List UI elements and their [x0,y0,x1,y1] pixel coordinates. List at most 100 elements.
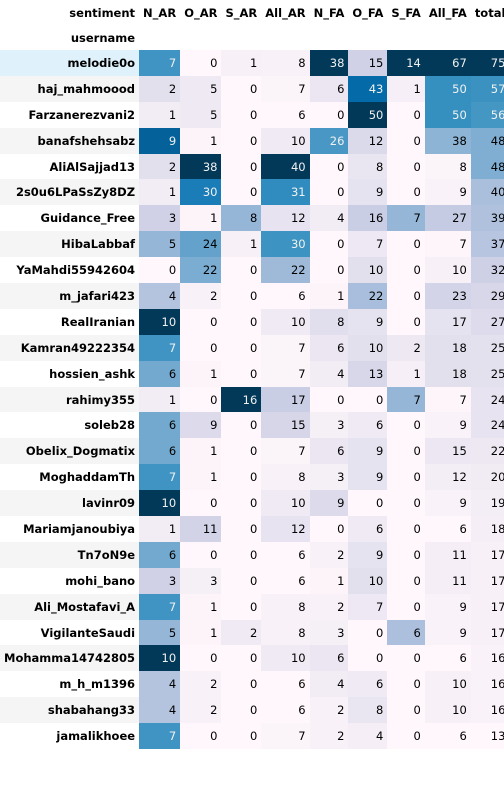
cell-s_ar: 16 [221,386,262,413]
table-row: Tn7oN9e 6 0 0 6 2 9 0 11 17 [0,541,504,568]
cell-all_fa: 9 [424,619,471,646]
column-header-o_ar: O_AR [184,5,218,20]
table-row: jamalikhoee 7 0 0 7 2 4 0 6 13 [0,723,504,750]
cell-s_ar: 0 [221,179,262,206]
table-row: hossien_ashk 6 1 0 7 4 13 1 18 25 [0,360,504,387]
column-header-s_ar: S_AR [225,5,258,20]
cell-s_ar: 0 [221,101,262,128]
row-username: mohi_bano [65,573,136,588]
cell-s_ar: 0 [221,283,262,309]
cell-o_ar: 0 [180,723,222,750]
cell-n_fa: 6 [309,334,349,361]
cell-n_fa: 6 [309,645,349,672]
cell-total: 22 [470,438,504,465]
cell-all_fa: 50 [424,101,471,128]
column-header-n_fa: N_FA [313,5,345,20]
cell-all_ar: 10 [261,490,310,517]
cell-s_ar: 0 [221,593,262,620]
cell-all_fa: 11 [424,541,471,568]
cell-all_ar: 6 [261,541,310,568]
table-row: Obelix_Dogmatix 6 1 0 7 6 9 0 15 22 [0,438,504,465]
cell-s_fa: 0 [387,257,425,284]
cell-s_fa: 0 [387,593,425,620]
cell-s_fa: 0 [387,723,425,750]
cell-o_fa: 9 [348,179,388,206]
table-row: YaMahdi55942604 0 22 0 22 0 10 0 10 32 [0,257,504,284]
table-row: VigilanteSaudi 5 1 2 8 3 0 6 9 17 [0,619,504,646]
cell-n_fa: 4 [309,671,349,698]
cell-n_ar: 10 [139,645,181,672]
cell-all_fa: 6 [424,516,471,542]
cell-s_ar: 0 [221,257,262,284]
cell-all_fa: 67 [424,50,471,76]
cell-o_fa: 10 [348,257,388,284]
cell-s_fa: 0 [387,101,425,128]
cell-total: 17 [470,541,504,568]
cell-n_fa: 1 [309,567,349,594]
cell-total: 25 [470,334,504,361]
cell-all_fa: 9 [424,412,471,439]
cell-o_ar: 0 [180,50,222,76]
cell-s_fa: 0 [387,412,425,439]
cell-s_ar: 0 [221,153,262,180]
cell-o_ar: 1 [180,464,222,491]
row-username: melodie0o [0,50,140,76]
cell-s_ar: 0 [221,127,262,154]
cell-all_ar: 7 [261,360,310,387]
cell-o_ar: 11 [180,516,222,542]
table-row: melodie0o 7 0 1 8 38 15 14 67 75 [0,50,504,76]
cell-s_fa: 14 [387,50,425,76]
cell-n_fa: 8 [309,308,349,335]
cell-s_ar: 0 [221,645,262,672]
table-row: m_jafari423 4 2 0 6 1 22 0 23 29 [0,283,504,309]
row-username: Mariamjanoubiya [23,521,136,536]
cell-s_fa: 0 [387,671,425,698]
cell-n_ar: 2 [139,153,181,180]
cell-total: 29 [470,283,504,309]
cell-n_fa: 4 [309,360,349,387]
cell-total: 17 [470,619,504,646]
row-username: Ali_Mostafavi_A [0,593,140,620]
cell-n_ar: 5 [139,231,181,258]
cell-all_ar: 7 [261,75,310,102]
cell-all_ar: 40 [261,153,310,180]
table-row: RealIranian 10 0 0 10 8 9 0 17 27 [0,308,504,335]
cell-total: 24 [470,412,504,439]
cell-all_fa: 12 [424,464,471,491]
table-row: Ali_Mostafavi_A 7 1 0 8 2 7 0 9 17 [0,593,504,620]
cell-s_ar: 2 [221,619,262,646]
cell-n_fa: 0 [309,153,349,180]
cell-o_fa: 0 [348,619,388,646]
cell-n_ar: 7 [139,50,181,76]
cell-all_ar: 8 [261,464,310,491]
cell-o_ar: 0 [180,541,222,568]
cell-n_ar: 1 [139,516,181,542]
cell-all_fa: 23 [424,283,471,309]
cell-n_fa: 6 [309,438,349,465]
cell-s_fa: 0 [387,127,425,154]
cell-s_fa: 0 [387,516,425,542]
cell-n_ar: 7 [139,334,181,361]
cell-o_fa: 13 [348,360,388,387]
cell-o_ar: 1 [180,127,222,154]
cell-n_ar: 9 [139,127,181,154]
cell-o_fa: 6 [348,671,388,698]
cell-all_fa: 17 [424,308,471,335]
cell-all_ar: 7 [261,723,310,750]
cell-all_ar: 6 [261,697,310,724]
cell-total: 16 [470,671,504,698]
cell-n_fa: 3 [309,619,349,646]
cell-n_ar: 6 [139,360,181,387]
cell-n_fa: 2 [309,541,349,568]
cell-all_fa: 9 [424,593,471,620]
cell-n_fa: 2 [309,593,349,620]
cell-n_ar: 6 [139,438,181,465]
cell-all_fa: 50 [424,75,471,102]
cell-all_ar: 12 [261,205,310,232]
cell-o_ar: 9 [180,412,222,439]
cell-s_fa: 0 [387,308,425,335]
cell-n_ar: 5 [139,619,181,646]
cell-s_fa: 0 [387,541,425,568]
cell-s_ar: 0 [221,516,262,542]
cell-total: 16 [470,645,504,672]
